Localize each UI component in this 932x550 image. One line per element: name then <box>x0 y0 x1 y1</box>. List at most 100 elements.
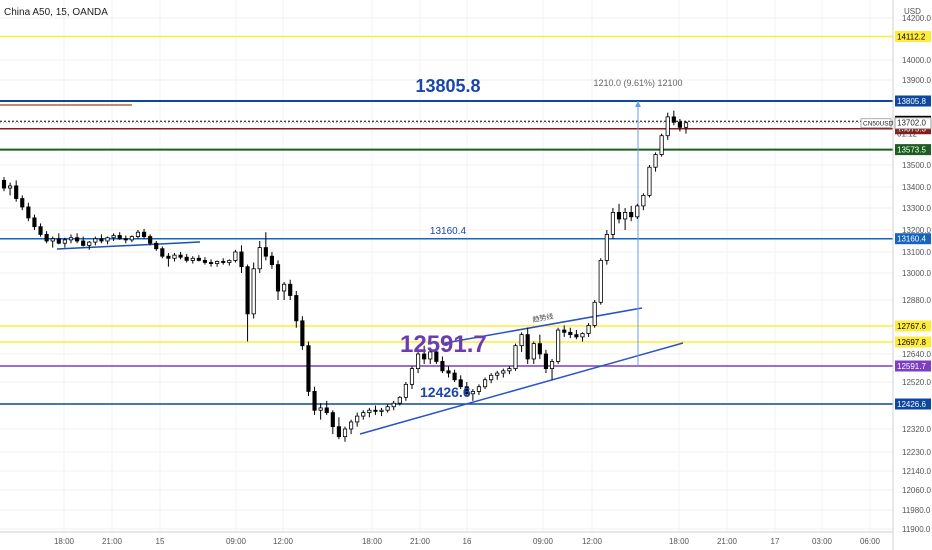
candle-body <box>610 211 616 235</box>
candle-body <box>641 194 646 207</box>
candle-body <box>269 255 275 266</box>
candle-body <box>342 428 348 438</box>
x-tick-label: 03:00 <box>812 537 833 546</box>
current-price-tag: 13702.0 <box>897 119 926 128</box>
candle-body <box>111 235 116 239</box>
x-tick-label: 18:00 <box>362 537 383 546</box>
candle-body <box>81 240 86 246</box>
price-tag-bg <box>895 30 931 42</box>
candle-body <box>208 262 214 264</box>
candle-body <box>586 325 591 334</box>
candle-body <box>257 247 262 270</box>
candle-body <box>141 231 147 237</box>
candle-body <box>671 116 676 123</box>
price-tag: 13805.8 <box>897 97 926 106</box>
candle-body <box>647 166 652 196</box>
price-tag-bg <box>895 360 931 372</box>
price-tag: 13573.5 <box>897 146 926 155</box>
y-tick-label: 13400.0 <box>902 183 931 192</box>
price-tag-bg <box>895 320 931 332</box>
candle-body <box>282 283 287 292</box>
candle-body <box>93 238 98 243</box>
candle-body <box>501 370 506 374</box>
candle-body <box>367 409 372 413</box>
candle-body <box>415 353 421 370</box>
candle-body <box>245 266 250 315</box>
y-tick-label: 13200.0 <box>902 226 931 235</box>
candle-body <box>44 233 49 242</box>
drawings <box>0 101 684 435</box>
y-tick-label: 12320.0 <box>902 425 931 434</box>
price-axis[interactable]: 14200.0 14000.0 13900.0 13500.0 13400.0 13300… <box>902 14 931 534</box>
candle-body <box>288 283 293 296</box>
annotation-mid-price: 13160.4 <box>430 226 467 237</box>
candle-body <box>14 185 19 199</box>
candle-body <box>635 205 640 218</box>
candle-body <box>409 368 415 385</box>
price-tag-bg <box>895 144 931 156</box>
candle-body <box>440 361 445 372</box>
candle-body <box>56 238 61 244</box>
x-tick-label: 21:00 <box>717 537 738 546</box>
candle-body <box>215 261 220 264</box>
trendline-left <box>56 241 201 250</box>
x-tick-label: 21:00 <box>410 537 431 546</box>
x-tick-label: 06:00 <box>860 537 881 546</box>
price-tag-bg <box>895 95 931 107</box>
price-tag: 13160.4 <box>897 235 926 244</box>
candle-body <box>221 261 226 263</box>
candle-body <box>482 379 488 388</box>
candle-body <box>184 256 189 261</box>
candle-body <box>239 251 244 268</box>
x-tick-label: 09:00 <box>226 537 247 546</box>
x-tick-label: 18:00 <box>54 537 75 546</box>
candle-body <box>519 334 524 347</box>
time-axis[interactable]: 18:00 21:00 15 09:00 12:00 18:00 21:00 16 09:00 1… <box>54 537 881 546</box>
candle-body <box>495 372 500 376</box>
candle-body <box>233 251 238 261</box>
candle-body <box>653 154 658 168</box>
candle-body <box>99 238 104 242</box>
candle-body <box>452 372 457 381</box>
candle-body <box>32 217 37 228</box>
candle-body <box>489 374 494 381</box>
candle-body <box>361 412 366 417</box>
candle-body <box>336 426 341 438</box>
candle-body <box>50 238 55 242</box>
y-tick-label: 13100.0 <box>902 248 931 257</box>
candle-body <box>306 345 311 392</box>
y-tick-label: 13300.0 <box>902 204 931 213</box>
y-tick-label: 11900.0 <box>902 525 931 534</box>
y-tick-label: 12060.0 <box>902 486 931 495</box>
candle-body <box>26 206 31 219</box>
measure-label: 1210.0 (9.61%) 12100 <box>593 78 682 88</box>
candle-body <box>123 238 128 241</box>
candle-body <box>629 211 634 218</box>
y-tick-label: 14000.0 <box>902 56 931 65</box>
candle-body <box>616 211 622 220</box>
x-tick-label: 21:00 <box>102 537 123 546</box>
price-tag-bg <box>895 398 931 410</box>
x-tick-label: 12:00 <box>582 537 603 546</box>
currency-label: USD <box>904 7 921 16</box>
candle-body <box>300 320 305 347</box>
candle-body <box>38 226 43 235</box>
x-tick-label: 09:00 <box>533 537 554 546</box>
candle-body <box>251 268 256 315</box>
candle-body <box>464 386 469 395</box>
candle-body <box>178 254 183 258</box>
y-tick-label: 12640.0 <box>902 350 931 359</box>
candle-body <box>683 122 689 128</box>
price-tag: 12767.6 <box>897 322 926 331</box>
y-tick-label: 14200.0 <box>902 14 931 23</box>
trendline-support <box>359 342 684 435</box>
candle-body <box>172 254 177 259</box>
candle-body <box>20 198 25 208</box>
candle-body <box>275 264 281 292</box>
candle-body <box>568 331 573 336</box>
candle-body <box>227 259 232 263</box>
candle-body <box>513 345 518 370</box>
x-tick-label: 17 <box>771 537 780 546</box>
candle-body <box>148 236 153 244</box>
